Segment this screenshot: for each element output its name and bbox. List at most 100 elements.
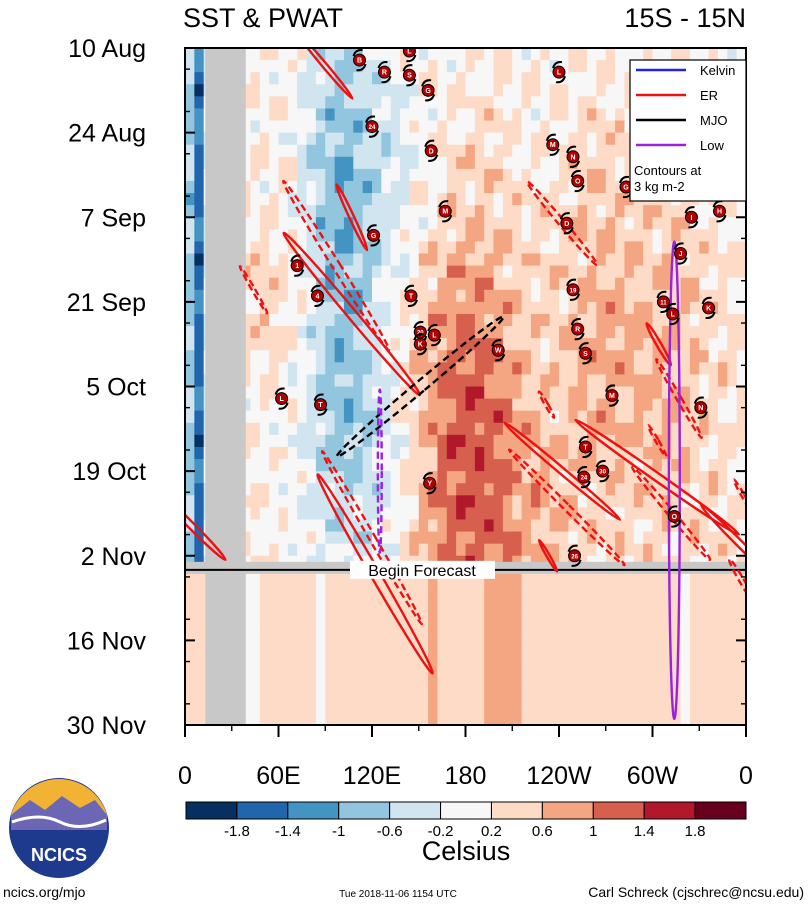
sst-cell (577, 60, 588, 73)
sst-cell (559, 168, 569, 182)
sst-cell (493, 60, 504, 73)
sst-cell (474, 664, 485, 678)
sst-cell (428, 531, 439, 545)
sst-cell (577, 193, 588, 206)
sst-cell (390, 301, 401, 315)
sst-cell (465, 531, 476, 545)
sst-cell (278, 604, 289, 617)
sst-cell (540, 386, 551, 400)
sst-cell (559, 519, 569, 533)
sst-cell (540, 217, 551, 230)
sst-cell (465, 410, 476, 424)
sst-cell (185, 712, 195, 725)
sst-cell (400, 96, 410, 110)
sst-cell (521, 640, 532, 654)
sst-cell (259, 422, 270, 436)
sst-cell (540, 132, 551, 146)
sst-cell (400, 434, 410, 448)
sst-cell (446, 531, 457, 545)
sst-cell (699, 374, 710, 388)
sst-cell (325, 168, 336, 182)
storm-arms (570, 317, 585, 341)
sst-cell (484, 374, 495, 388)
sst-cell (269, 265, 280, 279)
sst-cell (269, 507, 280, 521)
sst-cell (493, 205, 504, 218)
sst-cell (343, 434, 354, 448)
sst-cell (437, 579, 448, 593)
sst-cell (325, 362, 336, 376)
sst-cell (671, 313, 682, 327)
sst-cell (577, 543, 588, 557)
sst-cell (559, 132, 569, 146)
storm-label: G (623, 185, 629, 192)
sst-cell (727, 350, 738, 363)
sst-cell (680, 338, 691, 351)
sst-cell (540, 265, 551, 279)
sst-cell (615, 72, 626, 85)
sst-cell (521, 253, 532, 267)
sst-cell (400, 459, 410, 472)
sst-cell (549, 120, 560, 134)
sst-cell (484, 579, 495, 593)
footer-url[interactable]: ncics.org/mjo (3, 884, 86, 900)
sst-cell (409, 410, 420, 424)
sst-cell (241, 616, 252, 629)
sst-cell (708, 604, 719, 617)
sst-cell (652, 374, 663, 388)
sst-cell (596, 84, 607, 97)
sst-cell (559, 459, 569, 472)
sst-cell (437, 326, 448, 339)
sst-cell (465, 277, 476, 291)
sst-cell (315, 712, 326, 725)
sst-cell (362, 434, 373, 448)
sst-cell (689, 543, 700, 557)
sst-cell (680, 217, 691, 230)
sst-cell (437, 120, 448, 134)
sst-cell (530, 604, 541, 617)
sst-cell (680, 688, 691, 702)
storm-label: 11 (660, 300, 667, 306)
sst-cell (559, 386, 569, 400)
sst-cell (306, 60, 317, 73)
sst-cell (474, 72, 485, 85)
sst-cell (297, 471, 308, 484)
sst-cell (699, 519, 710, 533)
sst-cell (587, 483, 597, 496)
sst-cell (661, 640, 672, 654)
sst-cell (446, 338, 457, 351)
sst-cell (353, 265, 364, 279)
sst-cell (736, 386, 746, 400)
colorbar-tick-label: -1 (332, 823, 345, 840)
sst-cell (400, 519, 410, 533)
sst-cell (390, 386, 401, 400)
sst-cell (194, 422, 205, 436)
sst-cell (465, 313, 476, 327)
sst-cell (185, 531, 195, 545)
sst-cell (278, 108, 289, 122)
sst-cell (194, 277, 205, 291)
sst-cell (250, 579, 261, 593)
sst-cell (390, 156, 401, 170)
sst-cell (568, 301, 579, 315)
sst-cell (680, 265, 691, 279)
sst-cell (269, 712, 280, 725)
sst-cell (306, 205, 317, 218)
sst-cell (512, 712, 523, 725)
sst-cell (502, 398, 513, 412)
storm-label: L (407, 49, 412, 56)
storm-arms (578, 435, 593, 459)
sst-cell (456, 592, 467, 605)
sst-cell (409, 180, 420, 194)
sst-cell (287, 96, 298, 110)
sst-cell (587, 362, 597, 376)
sst-cell (577, 72, 588, 85)
sst-cell (502, 253, 513, 267)
sst-cell (727, 326, 738, 339)
sst-cell (587, 313, 597, 327)
sst-cell (400, 156, 410, 170)
sst-cell (502, 543, 513, 557)
sst-cell (269, 96, 280, 110)
sst-cell (727, 640, 738, 654)
sst-cell (287, 301, 298, 315)
